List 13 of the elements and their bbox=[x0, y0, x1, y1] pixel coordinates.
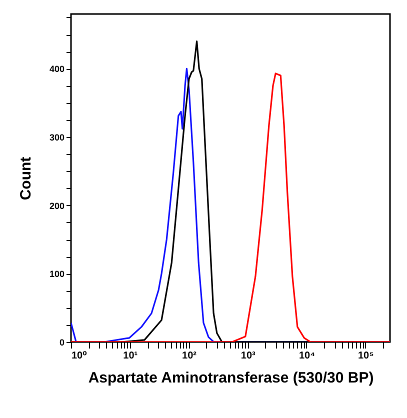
x-axis-title: Aspartate Aminotransferase (530/30 BP) bbox=[88, 370, 374, 386]
y-tick-label: 0 bbox=[59, 338, 64, 348]
x-tick-label: 10⁴ bbox=[298, 350, 316, 362]
x-tick-label: 10⁰ bbox=[72, 350, 88, 362]
y-tick-label: 200 bbox=[49, 200, 64, 211]
y-axis-title: Count bbox=[17, 156, 34, 200]
x-tick-label: 10² bbox=[182, 350, 198, 362]
y-tick-label: 100 bbox=[49, 269, 64, 280]
x-tick-label: 10³ bbox=[240, 350, 256, 362]
x-tick-label: 10⁵ bbox=[358, 350, 374, 362]
y-tick-label: 300 bbox=[49, 132, 64, 142]
x-tick-label: 10¹ bbox=[123, 350, 138, 362]
y-tick-label: 400 bbox=[49, 64, 64, 74]
